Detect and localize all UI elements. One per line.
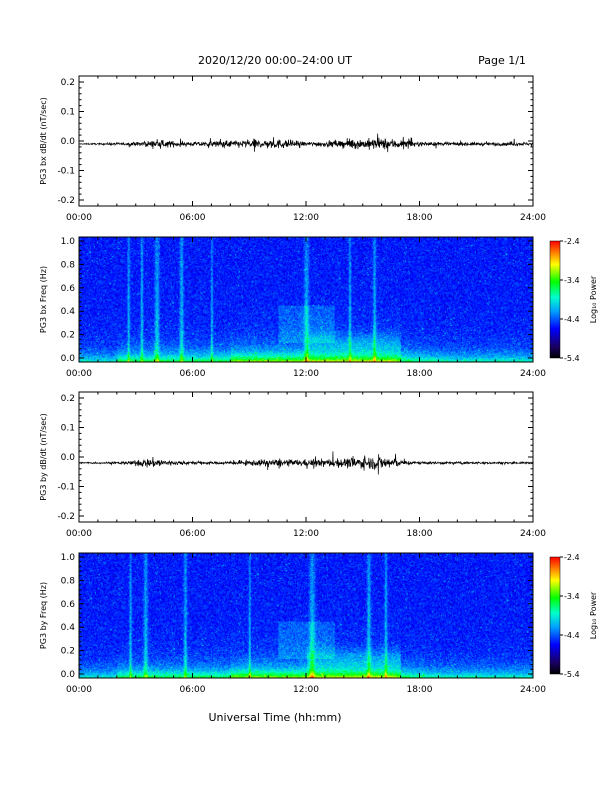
x-tick-label: 12:00 [293, 685, 319, 695]
y-tick-label: 0.6 [61, 284, 76, 294]
colorbar-tick-label: -5.4 [564, 670, 580, 679]
spectrogram-image [79, 237, 533, 362]
y-axis-label: PG3 bx Freq (Hz) [39, 266, 48, 333]
y-tick-label: 0.1 [61, 424, 75, 434]
y-tick-label: 0.8 [61, 576, 76, 586]
x-axis-title: Universal Time (hh:mm) [209, 711, 342, 724]
x-tick-label: 18:00 [407, 213, 433, 223]
colorbar-tick-label: -5.4 [564, 354, 580, 363]
y-tick-label: 1.0 [61, 237, 76, 247]
x-tick-label: 00:00 [66, 685, 92, 695]
bx-spectrogram-panel: -2.4 -3.4 -4.4 -5.4 Log₁₀ Power 00:00 06:00 12:… [39, 236, 598, 379]
y-tick-label: 0.1 [61, 108, 75, 118]
colorbar-label: Log₁₀ Power [589, 591, 598, 639]
y-tick-label: -0.1 [57, 167, 75, 177]
colorbar-label: Log₁₀ Power [589, 275, 598, 323]
x-tick-label: 18:00 [407, 685, 433, 695]
colorbar-tick-label: -3.4 [564, 592, 580, 601]
y-tick-label: 0.2 [61, 394, 75, 404]
y-tick-label: 0.4 [61, 623, 76, 633]
x-tick-label: 06:00 [180, 685, 206, 695]
plot-frame [78, 391, 534, 523]
x-tick-label: 06:00 [180, 529, 206, 539]
bx-timeseries-panel: 00:00 06:00 12:00 18:00 24:00 0.2 0.1 0.0 -0.1 -0… [39, 75, 546, 223]
colorbar-tick-label: -3.4 [564, 276, 580, 285]
dbdt-trace [78, 133, 534, 153]
x-tick-label: 12:00 [293, 213, 319, 223]
y-axis-label: PG3 by Freq (Hz) [39, 582, 48, 649]
y-tick-label: 0.0 [61, 453, 76, 463]
colorbar-tick-label: -4.4 [564, 315, 580, 324]
plot-frame [78, 75, 534, 207]
x-tick-label: 24:00 [520, 529, 546, 539]
y-tick-label: 0.4 [61, 307, 76, 317]
x-tick-label: 18:00 [407, 369, 433, 379]
colorbar-tick-label: -4.4 [564, 631, 580, 640]
y-tick-label: -0.2 [57, 512, 75, 522]
x-tick-label: 18:00 [407, 529, 433, 539]
y-tick-label: 0.2 [61, 331, 75, 341]
x-tick-label: 00:00 [66, 369, 92, 379]
y-tick-label: 1.0 [61, 553, 76, 563]
x-tick-label: 24:00 [520, 213, 546, 223]
y-tick-label: 0.0 [61, 670, 76, 680]
x-tick-label: 12:00 [293, 369, 319, 379]
y-tick-label: 0.0 [61, 354, 76, 364]
y-tick-label: -0.1 [57, 483, 75, 493]
chart-title: 2020/12/20 00:00–24:00 UT [198, 54, 352, 67]
y-axis-label: PG3 bx dB/dt (nT/sec) [39, 97, 48, 184]
spectrogram-image [79, 553, 533, 678]
colorbar-tick-label: -2.4 [564, 237, 580, 246]
x-tick-label: 06:00 [180, 369, 206, 379]
page-number: Page 1/1 [478, 54, 526, 67]
y-tick-label: 0.6 [61, 600, 76, 610]
by-timeseries-panel: 00:00 06:00 12:00 18:00 24:00 0.2 0.1 0.0 -0.1 -0… [39, 391, 546, 539]
x-tick-label: 00:00 [66, 529, 92, 539]
colorbar [549, 240, 561, 359]
y-tick-label: 0.2 [61, 647, 75, 657]
y-tick-label: -0.2 [57, 196, 75, 206]
y-tick-label: 0.0 [61, 137, 76, 147]
x-tick-label: 06:00 [180, 213, 206, 223]
y-tick-label: 0.8 [61, 260, 76, 270]
colorbar-tick-label: -2.4 [564, 553, 580, 562]
x-tick-label: 12:00 [293, 529, 319, 539]
x-tick-label: 00:00 [66, 213, 92, 223]
x-tick-label: 24:00 [520, 685, 546, 695]
colorbar [549, 556, 561, 675]
x-tick-label: 24:00 [520, 369, 546, 379]
dbdt-trace [78, 451, 534, 475]
y-axis-label: PG3 by dB/dt (nT/sec) [39, 413, 48, 500]
y-tick-label: 0.2 [61, 78, 75, 88]
by-spectrogram-panel: -2.4 -3.4 -4.4 -5.4 Log₁₀ Power 00:00 06:00 12:… [39, 552, 598, 695]
